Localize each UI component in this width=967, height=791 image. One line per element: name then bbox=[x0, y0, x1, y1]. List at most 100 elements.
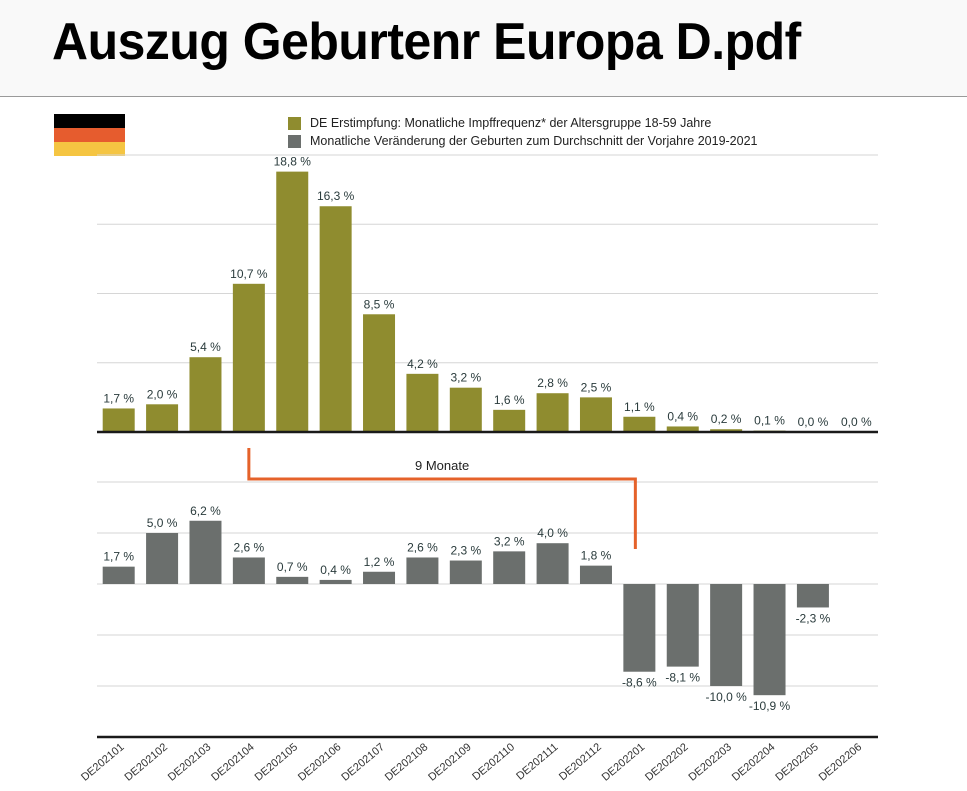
births-data-label: 6,2 % bbox=[190, 504, 221, 518]
births-data-label: 1,2 % bbox=[364, 555, 395, 569]
x-tick-label: DE202102 bbox=[122, 741, 170, 784]
document-title: Auszug Geburtenr Europa D.pdf bbox=[52, 13, 801, 71]
vaccination-data-label: 2,0 % bbox=[147, 387, 178, 401]
births-bar-negative bbox=[666, 584, 699, 667]
x-tick-label: DE202110 bbox=[470, 741, 517, 783]
x-tick-label: DE202105 bbox=[253, 741, 301, 784]
nine-months-annotation: 9 Monate bbox=[247, 448, 637, 549]
vaccination-bar bbox=[710, 429, 743, 432]
vaccination-bar bbox=[102, 408, 135, 432]
vaccination-data-label: 2,5 % bbox=[581, 380, 612, 394]
legend-label-births: Monatliche Veränderung der Geburten zum … bbox=[310, 134, 758, 148]
births-bar bbox=[102, 566, 135, 584]
vaccination-data-label: 10,7 % bbox=[230, 267, 268, 281]
births-data-label: 1,8 % bbox=[581, 549, 612, 563]
vaccination-data-label: 18,8 % bbox=[274, 155, 312, 169]
vaccination-data-label: 1,7 % bbox=[103, 391, 134, 405]
births-data-label: -8,1 % bbox=[665, 671, 700, 685]
vaccination-data-label: 0,2 % bbox=[711, 412, 742, 426]
vaccination-data-label: 0,0 % bbox=[798, 415, 829, 429]
births-bar bbox=[536, 543, 569, 584]
legend-swatch-vaccination bbox=[288, 116, 301, 130]
vaccination-bar bbox=[232, 283, 265, 432]
births-bar bbox=[319, 579, 352, 584]
births-bar bbox=[493, 551, 526, 584]
chart-legend: DE Erstimpfung: Monatliche Impffrequenz*… bbox=[288, 114, 758, 150]
births-bar bbox=[449, 560, 482, 584]
vaccination-data-label: 8,5 % bbox=[364, 297, 395, 311]
title-bar: Auszug Geburtenr Europa D.pdf bbox=[0, 0, 967, 97]
births-data-label: 0,7 % bbox=[277, 560, 308, 574]
legend-item-vaccination: DE Erstimpfung: Monatliche Impffrequenz*… bbox=[288, 114, 758, 132]
top-chart-bars bbox=[102, 171, 786, 432]
legend-swatch-births bbox=[288, 134, 301, 148]
annotation-label: 9 Monate bbox=[415, 458, 469, 473]
x-tick-label: DE202108 bbox=[383, 741, 431, 784]
births-data-label: 2,3 % bbox=[450, 544, 481, 558]
births-data-label: 3,2 % bbox=[494, 534, 525, 548]
bottom-chart-data-labels: 1,7 % 5,0 % 6,2 % 2,6 % 0,7 % 0,4 % 1,2 % 2,6 %… bbox=[103, 504, 830, 713]
top-chart-data-labels: 1,7 % 2,0 % 5,4 % 10,7 % 18,8 % 16,3 % 8,5 % 4,… bbox=[103, 155, 872, 429]
vaccination-data-label: 1,6 % bbox=[494, 393, 525, 407]
vaccination-bar bbox=[579, 397, 612, 432]
births-bar bbox=[276, 576, 309, 584]
vaccination-bar bbox=[406, 373, 439, 432]
births-bar-negative bbox=[753, 584, 786, 696]
flag-stripe-red bbox=[54, 128, 125, 142]
vaccination-data-label: 3,2 % bbox=[450, 371, 481, 385]
vaccination-bar bbox=[449, 387, 482, 432]
vaccination-bar bbox=[189, 357, 222, 432]
births-bar bbox=[579, 565, 612, 584]
germany-flag-icon bbox=[54, 114, 125, 156]
vaccination-bar bbox=[363, 314, 396, 432]
x-tick-label: DE202103 bbox=[166, 741, 214, 784]
vaccination-bar bbox=[276, 171, 309, 432]
vaccination-bar bbox=[623, 416, 656, 432]
births-bar-negative bbox=[623, 584, 656, 672]
vaccination-bar bbox=[536, 393, 569, 432]
births-data-label: -10,0 % bbox=[705, 690, 747, 704]
x-tick-label: DE202203 bbox=[687, 741, 735, 784]
births-bar bbox=[146, 533, 179, 584]
births-bar bbox=[363, 571, 396, 584]
x-tick-label: DE202112 bbox=[557, 741, 604, 783]
vaccination-data-label: 0,0 % bbox=[841, 415, 872, 429]
top-chart-gridlines bbox=[97, 154, 878, 364]
vaccination-bar bbox=[319, 206, 352, 432]
vaccination-data-label: 16,3 % bbox=[317, 189, 355, 203]
vaccination-bar bbox=[146, 404, 179, 432]
births-bar bbox=[232, 557, 265, 584]
births-data-label: -8,6 % bbox=[622, 676, 657, 690]
x-tick-label: DE202204 bbox=[730, 741, 778, 784]
births-data-label: 0,4 % bbox=[320, 563, 351, 577]
x-tick-label: DE202101 bbox=[79, 741, 127, 784]
bottom-chart-gridlines bbox=[97, 481, 878, 687]
vaccination-data-label: 4,2 % bbox=[407, 357, 438, 371]
births-bar bbox=[406, 557, 439, 584]
bottom-chart-bars bbox=[102, 520, 829, 696]
chart-axes bbox=[97, 430, 878, 739]
x-tick-label: DE202206 bbox=[817, 741, 865, 784]
x-tick-label: DE202106 bbox=[296, 741, 344, 784]
vaccination-data-label: 2,8 % bbox=[537, 376, 568, 390]
births-bar-negative bbox=[796, 584, 829, 608]
annotation-bracket bbox=[247, 448, 637, 549]
x-tick-label: DE202104 bbox=[209, 741, 257, 784]
legend-item-births: Monatliche Veränderung der Geburten zum … bbox=[288, 132, 758, 150]
vaccination-data-label: 1,1 % bbox=[624, 400, 655, 414]
births-data-label: 1,7 % bbox=[103, 550, 134, 564]
vaccination-bar bbox=[666, 426, 699, 432]
births-data-label: 4,0 % bbox=[537, 526, 568, 540]
births-bar-negative bbox=[710, 584, 743, 686]
vaccination-bar bbox=[493, 409, 526, 432]
births-data-label: -10,9 % bbox=[749, 699, 791, 713]
births-data-label: 5,0 % bbox=[147, 516, 178, 530]
legend-label-vaccination: DE Erstimpfung: Monatliche Impffrequenz*… bbox=[310, 116, 712, 130]
x-axis-tick-labels: DE202101DE202102DE202103DE202104DE202105… bbox=[79, 741, 864, 784]
x-tick-label: DE202109 bbox=[426, 741, 474, 784]
flag-stripe-gold bbox=[54, 142, 125, 156]
births-data-label: -2,3 % bbox=[796, 611, 831, 625]
vaccination-data-label: 0,4 % bbox=[667, 409, 698, 423]
x-tick-label: DE202202 bbox=[643, 741, 691, 784]
x-tick-label: DE202107 bbox=[339, 741, 387, 784]
